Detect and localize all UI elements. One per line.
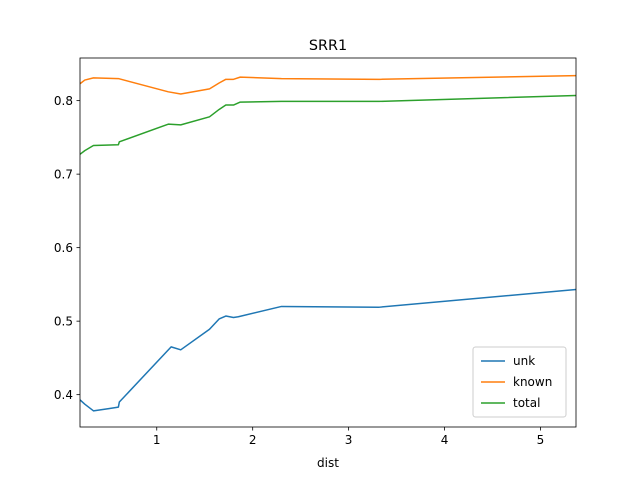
- plot-area: [80, 74, 576, 412]
- y-tick-label: 0.5: [54, 314, 73, 328]
- x-axis-label: dist: [317, 456, 339, 470]
- legend: unk known total: [472, 346, 567, 418]
- y-tick-label: 0.4: [54, 388, 73, 402]
- series-line-known: [80, 74, 576, 95]
- plot-frame: [79, 57, 577, 428]
- legend-label-total: total: [513, 396, 540, 410]
- y-axis: 0.4 0.5 0.6 0.7 0.8: [54, 94, 80, 402]
- x-axis: 1 2 3 4 5: [153, 427, 544, 447]
- x-tick-label: 2: [249, 433, 257, 447]
- chart-title: SRR1: [309, 38, 347, 54]
- series-line-total: [80, 94, 576, 155]
- x-tick-label: 1: [153, 433, 161, 447]
- legend-label-known: known: [513, 375, 552, 389]
- y-tick-label: 0.8: [54, 94, 73, 108]
- x-tick-label: 3: [345, 433, 353, 447]
- x-tick-label: 5: [537, 433, 545, 447]
- y-tick-label: 0.7: [54, 167, 73, 181]
- series-line-unk: [80, 288, 576, 412]
- legend-label-unk: unk: [513, 354, 535, 368]
- legend-box: [472, 346, 567, 418]
- x-tick-label: 4: [441, 433, 449, 447]
- y-tick-label: 0.6: [54, 241, 73, 255]
